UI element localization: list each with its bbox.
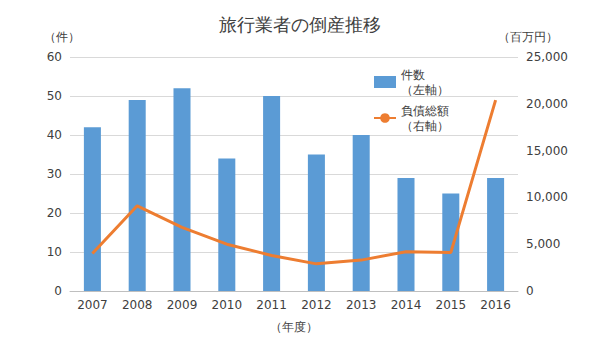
svg-text:15,000: 15,000 — [526, 144, 568, 158]
svg-text:（年度）: （年度） — [270, 320, 318, 334]
svg-text:2010: 2010 — [212, 298, 243, 312]
svg-text:件数: 件数 — [401, 68, 425, 82]
svg-text:2008: 2008 — [122, 298, 153, 312]
svg-text:旅行業者の倒産推移: 旅行業者の倒産推移 — [219, 14, 381, 35]
svg-text:10: 10 — [47, 245, 62, 259]
svg-text:10,000: 10,000 — [526, 190, 568, 204]
svg-text:2012: 2012 — [301, 298, 332, 312]
svg-text:負債総額: 負債総額 — [401, 104, 449, 118]
svg-text:5,000: 5,000 — [526, 237, 560, 251]
svg-text:2011: 2011 — [256, 298, 287, 312]
svg-text:60: 60 — [47, 50, 62, 64]
svg-text:20,000: 20,000 — [526, 97, 568, 111]
svg-text:2007: 2007 — [77, 298, 108, 312]
svg-text:40: 40 — [47, 128, 62, 142]
svg-text:（百万円）: （百万円） — [498, 30, 558, 44]
svg-text:2013: 2013 — [346, 298, 377, 312]
svg-text:25,000: 25,000 — [526, 50, 568, 64]
svg-text:0: 0 — [526, 284, 534, 298]
svg-text:（件）: （件） — [44, 30, 80, 44]
svg-text:2014: 2014 — [391, 298, 422, 312]
svg-text:2009: 2009 — [167, 298, 198, 312]
svg-text:50: 50 — [47, 89, 62, 103]
svg-text:（右軸）: （右軸） — [401, 119, 449, 133]
svg-text:20: 20 — [47, 206, 62, 220]
svg-text:2015: 2015 — [436, 298, 467, 312]
svg-text:（左軸）: （左軸） — [401, 83, 449, 97]
svg-text:2016: 2016 — [480, 298, 511, 312]
svg-text:0: 0 — [54, 284, 62, 298]
svg-text:30: 30 — [47, 167, 62, 181]
